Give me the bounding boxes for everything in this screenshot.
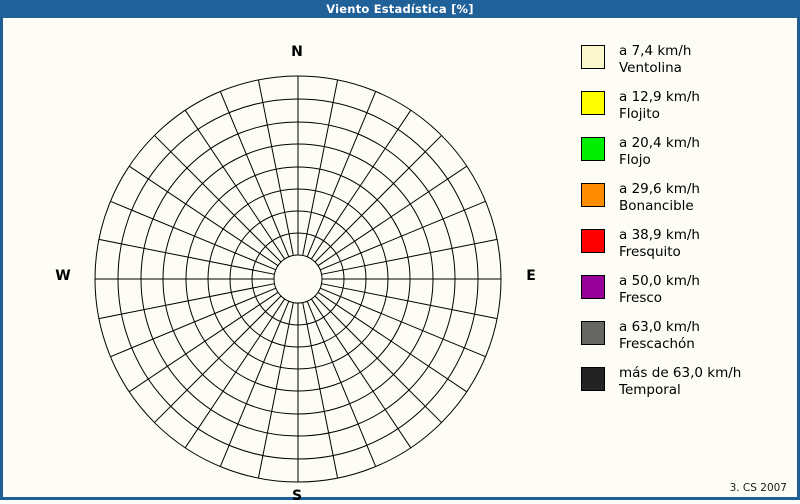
legend-speed: a 20,4 km/h — [619, 135, 700, 151]
legend-item: a 29,6 km/h Bonancible — [581, 181, 791, 227]
legend-category-name: Bonancible — [619, 198, 694, 214]
legend-speed: a 38,9 km/h — [619, 227, 700, 243]
chart-panel: N S W E a 7,4 km/h Ventolina a 12,9 km/h Fl… — [3, 18, 797, 504]
legend-speed: a 7,4 km/h — [619, 43, 692, 59]
legend-category-name: Flojo — [619, 152, 651, 168]
legend-item: a 50,0 km/h Fresco — [581, 273, 791, 319]
legend-item: a 20,4 km/h Flojo — [581, 135, 791, 181]
legend-item: a 38,9 km/h Fresquito — [581, 227, 791, 273]
legend-label: más de 63,0 km/h Temporal — [619, 365, 741, 399]
legend-label: a 38,9 km/h Fresquito — [619, 227, 700, 261]
compass-label-west: W — [55, 268, 71, 284]
legend-category-name: Fresquito — [619, 244, 681, 260]
legend-color-swatch — [581, 91, 605, 115]
legend-item: más de 63,0 km/h Temporal — [581, 365, 791, 411]
footer-credit: 3. CS 2007 — [729, 482, 787, 494]
legend-category-name: Temporal — [619, 382, 681, 398]
legend-label: a 20,4 km/h Flojo — [619, 135, 700, 169]
legend-label: a 29,6 km/h Bonancible — [619, 181, 700, 215]
legend-color-swatch — [581, 45, 605, 69]
legend: a 7,4 km/h Ventolina a 12,9 km/h Flojito a 2… — [581, 43, 791, 411]
legend-speed: a 29,6 km/h — [619, 181, 700, 197]
legend-speed: a 12,9 km/h — [619, 89, 700, 105]
window-title: Viento Estadística [%] — [326, 2, 474, 16]
legend-item: a 12,9 km/h Flojito — [581, 89, 791, 135]
legend-category-name: Flojito — [619, 106, 660, 122]
legend-label: a 63,0 km/h Frescachón — [619, 319, 700, 353]
compass-label-south: S — [291, 488, 303, 504]
legend-color-swatch — [581, 367, 605, 391]
legend-color-swatch — [581, 229, 605, 253]
legend-speed: a 63,0 km/h — [619, 319, 700, 335]
legend-label: a 7,4 km/h Ventolina — [619, 43, 691, 77]
legend-speed: más de 63,0 km/h — [619, 365, 742, 381]
legend-color-swatch — [581, 275, 605, 299]
legend-category-name: Fresco — [619, 290, 663, 306]
legend-color-swatch — [581, 321, 605, 345]
legend-color-swatch — [581, 183, 605, 207]
legend-label: a 50,0 km/h Fresco — [619, 273, 700, 307]
legend-label: a 12,9 km/h Flojito — [619, 89, 700, 123]
legend-item: a 63,0 km/h Frescachón — [581, 319, 791, 365]
compass-label-north: N — [291, 44, 303, 60]
window-title-bar: Viento Estadística [%] — [0, 0, 800, 18]
legend-category-name: Ventolina — [619, 60, 682, 76]
legend-item: a 7,4 km/h Ventolina — [581, 43, 791, 89]
wind-rose-grid — [94, 75, 502, 483]
legend-category-name: Frescachón — [619, 336, 695, 352]
legend-speed: a 50,0 km/h — [619, 273, 700, 289]
legend-color-swatch — [581, 137, 605, 161]
compass-label-east: E — [526, 268, 536, 284]
wind-rose-chart: N S W E — [3, 18, 563, 504]
